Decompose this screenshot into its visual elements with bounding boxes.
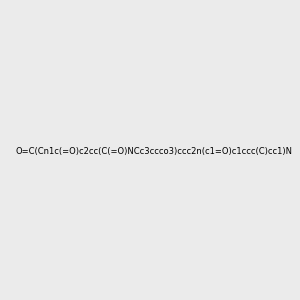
Text: O=C(Cn1c(=O)c2cc(C(=O)NCc3ccco3)ccc2n(c1=O)c1ccc(C)cc1)N: O=C(Cn1c(=O)c2cc(C(=O)NCc3ccco3)ccc2n(c1… (15, 147, 292, 156)
